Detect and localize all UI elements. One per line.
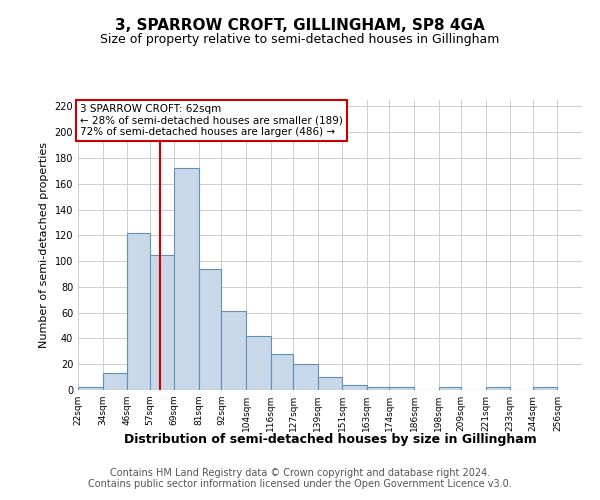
Text: 3, SPARROW CROFT, GILLINGHAM, SP8 4GA: 3, SPARROW CROFT, GILLINGHAM, SP8 4GA [115,18,485,32]
Bar [127,233,150,390]
Text: Contains HM Land Registry data © Crown copyright and database right 2024.
Contai: Contains HM Land Registry data © Crown c… [88,468,512,489]
Y-axis label: Number of semi-detached properties: Number of semi-detached properties [39,142,49,348]
Bar [293,364,318,390]
Text: Size of property relative to semi-detached houses in Gillingham: Size of property relative to semi-detach… [100,32,500,46]
Text: Distribution of semi-detached houses by size in Gillingham: Distribution of semi-detached houses by … [124,432,536,446]
Bar [439,388,461,390]
Bar [246,336,271,390]
Bar [342,385,367,390]
Bar [150,254,174,390]
Bar [389,388,414,390]
Bar [221,312,246,390]
Text: 3 SPARROW CROFT: 62sqm
← 28% of semi-detached houses are smaller (189)
72% of se: 3 SPARROW CROFT: 62sqm ← 28% of semi-det… [80,104,343,137]
Bar [103,373,127,390]
Bar [199,269,221,390]
Bar [318,377,342,390]
Bar [367,388,389,390]
Bar [271,354,293,390]
Bar [174,168,199,390]
Bar [78,388,103,390]
Bar [486,388,510,390]
Bar [533,388,557,390]
